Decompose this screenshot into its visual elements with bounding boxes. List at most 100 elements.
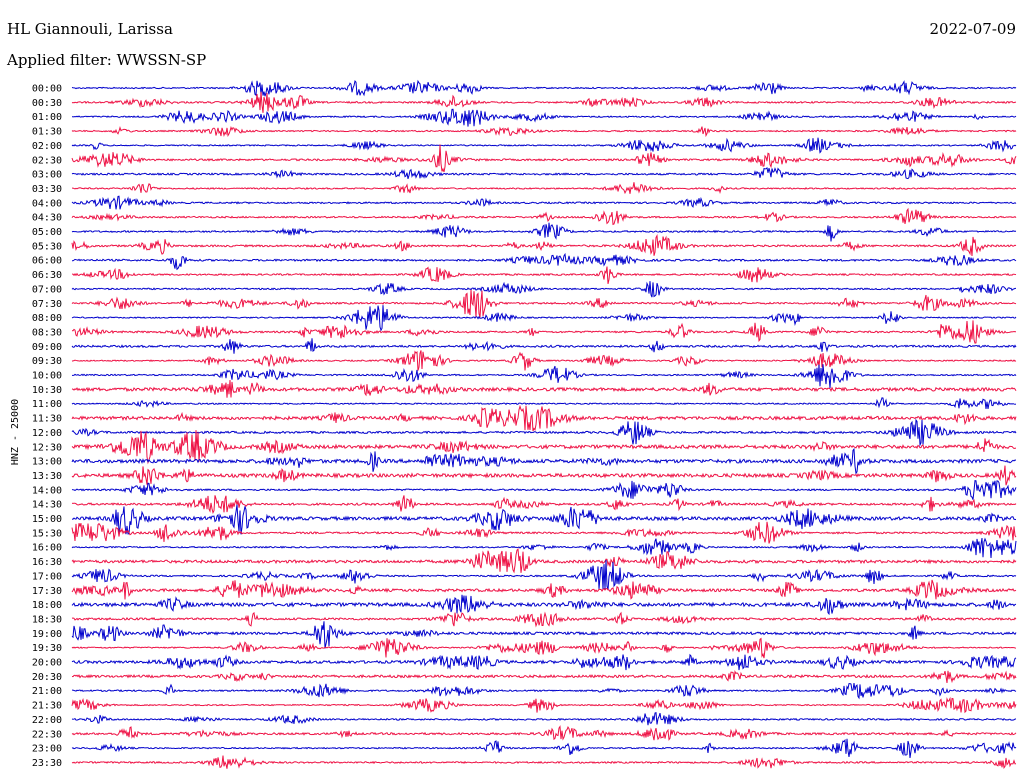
row-time-label: 04:30 — [32, 213, 62, 224]
row-time-label: 12:30 — [32, 442, 62, 453]
trace-1000 — [71, 364, 1017, 389]
row-time-label: 07:00 — [32, 284, 62, 295]
trace-0300 — [71, 167, 1017, 180]
row-time-label: 10:30 — [32, 385, 62, 396]
trace-0730 — [71, 289, 1017, 318]
row-time-label: 00:30 — [32, 98, 62, 109]
trace-0900 — [71, 338, 1017, 354]
trace-0830 — [71, 320, 1017, 344]
trace-0700 — [71, 281, 1017, 298]
row-time-label: 22:30 — [32, 729, 62, 740]
trace-1600 — [71, 537, 1017, 558]
row-time-label: 06:30 — [32, 270, 62, 281]
row-time-label: 05:00 — [32, 227, 62, 238]
trace-0400 — [71, 195, 1017, 210]
trace-0000 — [71, 79, 1017, 97]
row-time-label: 22:00 — [32, 715, 62, 726]
row-time-label: 17:00 — [32, 571, 62, 582]
trace-0200 — [71, 137, 1017, 154]
trace-1130 — [71, 404, 1017, 432]
trace-0330 — [71, 182, 1017, 195]
trace-2300 — [71, 738, 1017, 759]
trace-1300 — [71, 447, 1017, 475]
row-time-label: 09:30 — [32, 356, 62, 367]
row-time-label: 14:00 — [32, 485, 62, 496]
row-time-label: 21:30 — [32, 701, 62, 712]
record-date: 2022-07-09 — [929, 20, 1016, 38]
row-time-label: 10:00 — [32, 371, 62, 382]
trace-1730 — [71, 579, 1017, 600]
row-time-label: 23:30 — [32, 758, 62, 769]
filter-label: Applied filter: WWSSN-SP — [7, 51, 207, 69]
station-title: HL Giannouli, Larissa — [7, 20, 173, 38]
trace-0030 — [71, 91, 1017, 113]
row-time-label: 20:00 — [32, 658, 62, 669]
trace-2330 — [71, 755, 1017, 770]
trace-0930 — [71, 350, 1017, 371]
trace-1500 — [71, 504, 1017, 535]
row-time-label: 05:30 — [32, 241, 62, 252]
row-time-label: 16:30 — [32, 557, 62, 568]
row-time-label: 14:30 — [32, 500, 62, 511]
row-time-label: 01:30 — [32, 127, 62, 138]
trace-1400 — [71, 479, 1017, 500]
row-time-label: 20:30 — [32, 672, 62, 683]
trace-1430 — [71, 495, 1017, 515]
row-time-label: 02:30 — [32, 155, 62, 166]
row-time-label: 19:30 — [32, 643, 62, 654]
trace-0600 — [71, 252, 1017, 271]
trace-2100 — [71, 683, 1017, 700]
trace-1530 — [71, 521, 1017, 544]
trace-1200 — [71, 418, 1017, 447]
trace-0630 — [71, 266, 1017, 284]
row-time-label: 09:00 — [32, 342, 62, 353]
trace-1030 — [71, 380, 1017, 398]
trace-1100 — [71, 397, 1017, 410]
row-time-label: 17:30 — [32, 586, 62, 597]
row-time-label: 11:00 — [32, 399, 62, 410]
row-time-label: 02:00 — [32, 141, 62, 152]
row-time-label: 12:00 — [32, 428, 62, 439]
row-time-label: 15:30 — [32, 528, 62, 539]
trace-2000 — [71, 653, 1017, 671]
trace-2130 — [71, 696, 1017, 714]
row-time-label: 19:00 — [32, 629, 62, 640]
trace-0800 — [71, 305, 1017, 332]
row-time-label: 13:30 — [32, 471, 62, 482]
trace-0500 — [71, 222, 1017, 242]
row-time-label: 03:30 — [32, 184, 62, 195]
row-time-label: 07:30 — [32, 299, 62, 310]
row-time-label: 11:30 — [32, 414, 62, 425]
trace-1330 — [71, 465, 1017, 486]
trace-2200 — [71, 712, 1017, 726]
trace-1830 — [71, 611, 1017, 628]
row-time-label: 00:00 — [32, 84, 62, 95]
row-time-label: 08:00 — [32, 313, 62, 324]
row-time-label: 21:00 — [32, 686, 62, 697]
row-time-label: 01:00 — [32, 112, 62, 123]
row-time-label: 03:00 — [32, 170, 62, 181]
row-time-label: 13:00 — [32, 457, 62, 468]
trace-0130 — [71, 125, 1017, 138]
trace-2030 — [71, 670, 1017, 684]
trace-1700 — [71, 559, 1017, 591]
row-time-label: 18:30 — [32, 614, 62, 625]
trace-0100 — [71, 108, 1017, 127]
trace-1900 — [71, 621, 1017, 649]
trace-1230 — [71, 430, 1017, 465]
row-time-label: 06:00 — [32, 256, 62, 267]
row-time-label: 04:00 — [32, 198, 62, 209]
row-time-label: 18:00 — [32, 600, 62, 611]
trace-2230 — [71, 725, 1017, 741]
trace-1930 — [71, 637, 1017, 659]
trace-0230 — [71, 144, 1017, 173]
trace-1630 — [71, 548, 1017, 574]
trace-0430 — [71, 207, 1017, 226]
row-time-label: 23:00 — [32, 744, 62, 755]
row-time-label: 16:00 — [32, 543, 62, 554]
row-time-label: 15:00 — [32, 514, 62, 525]
trace-0530 — [71, 233, 1017, 256]
trace-1800 — [71, 594, 1017, 616]
row-time-label: 08:30 — [32, 327, 62, 338]
